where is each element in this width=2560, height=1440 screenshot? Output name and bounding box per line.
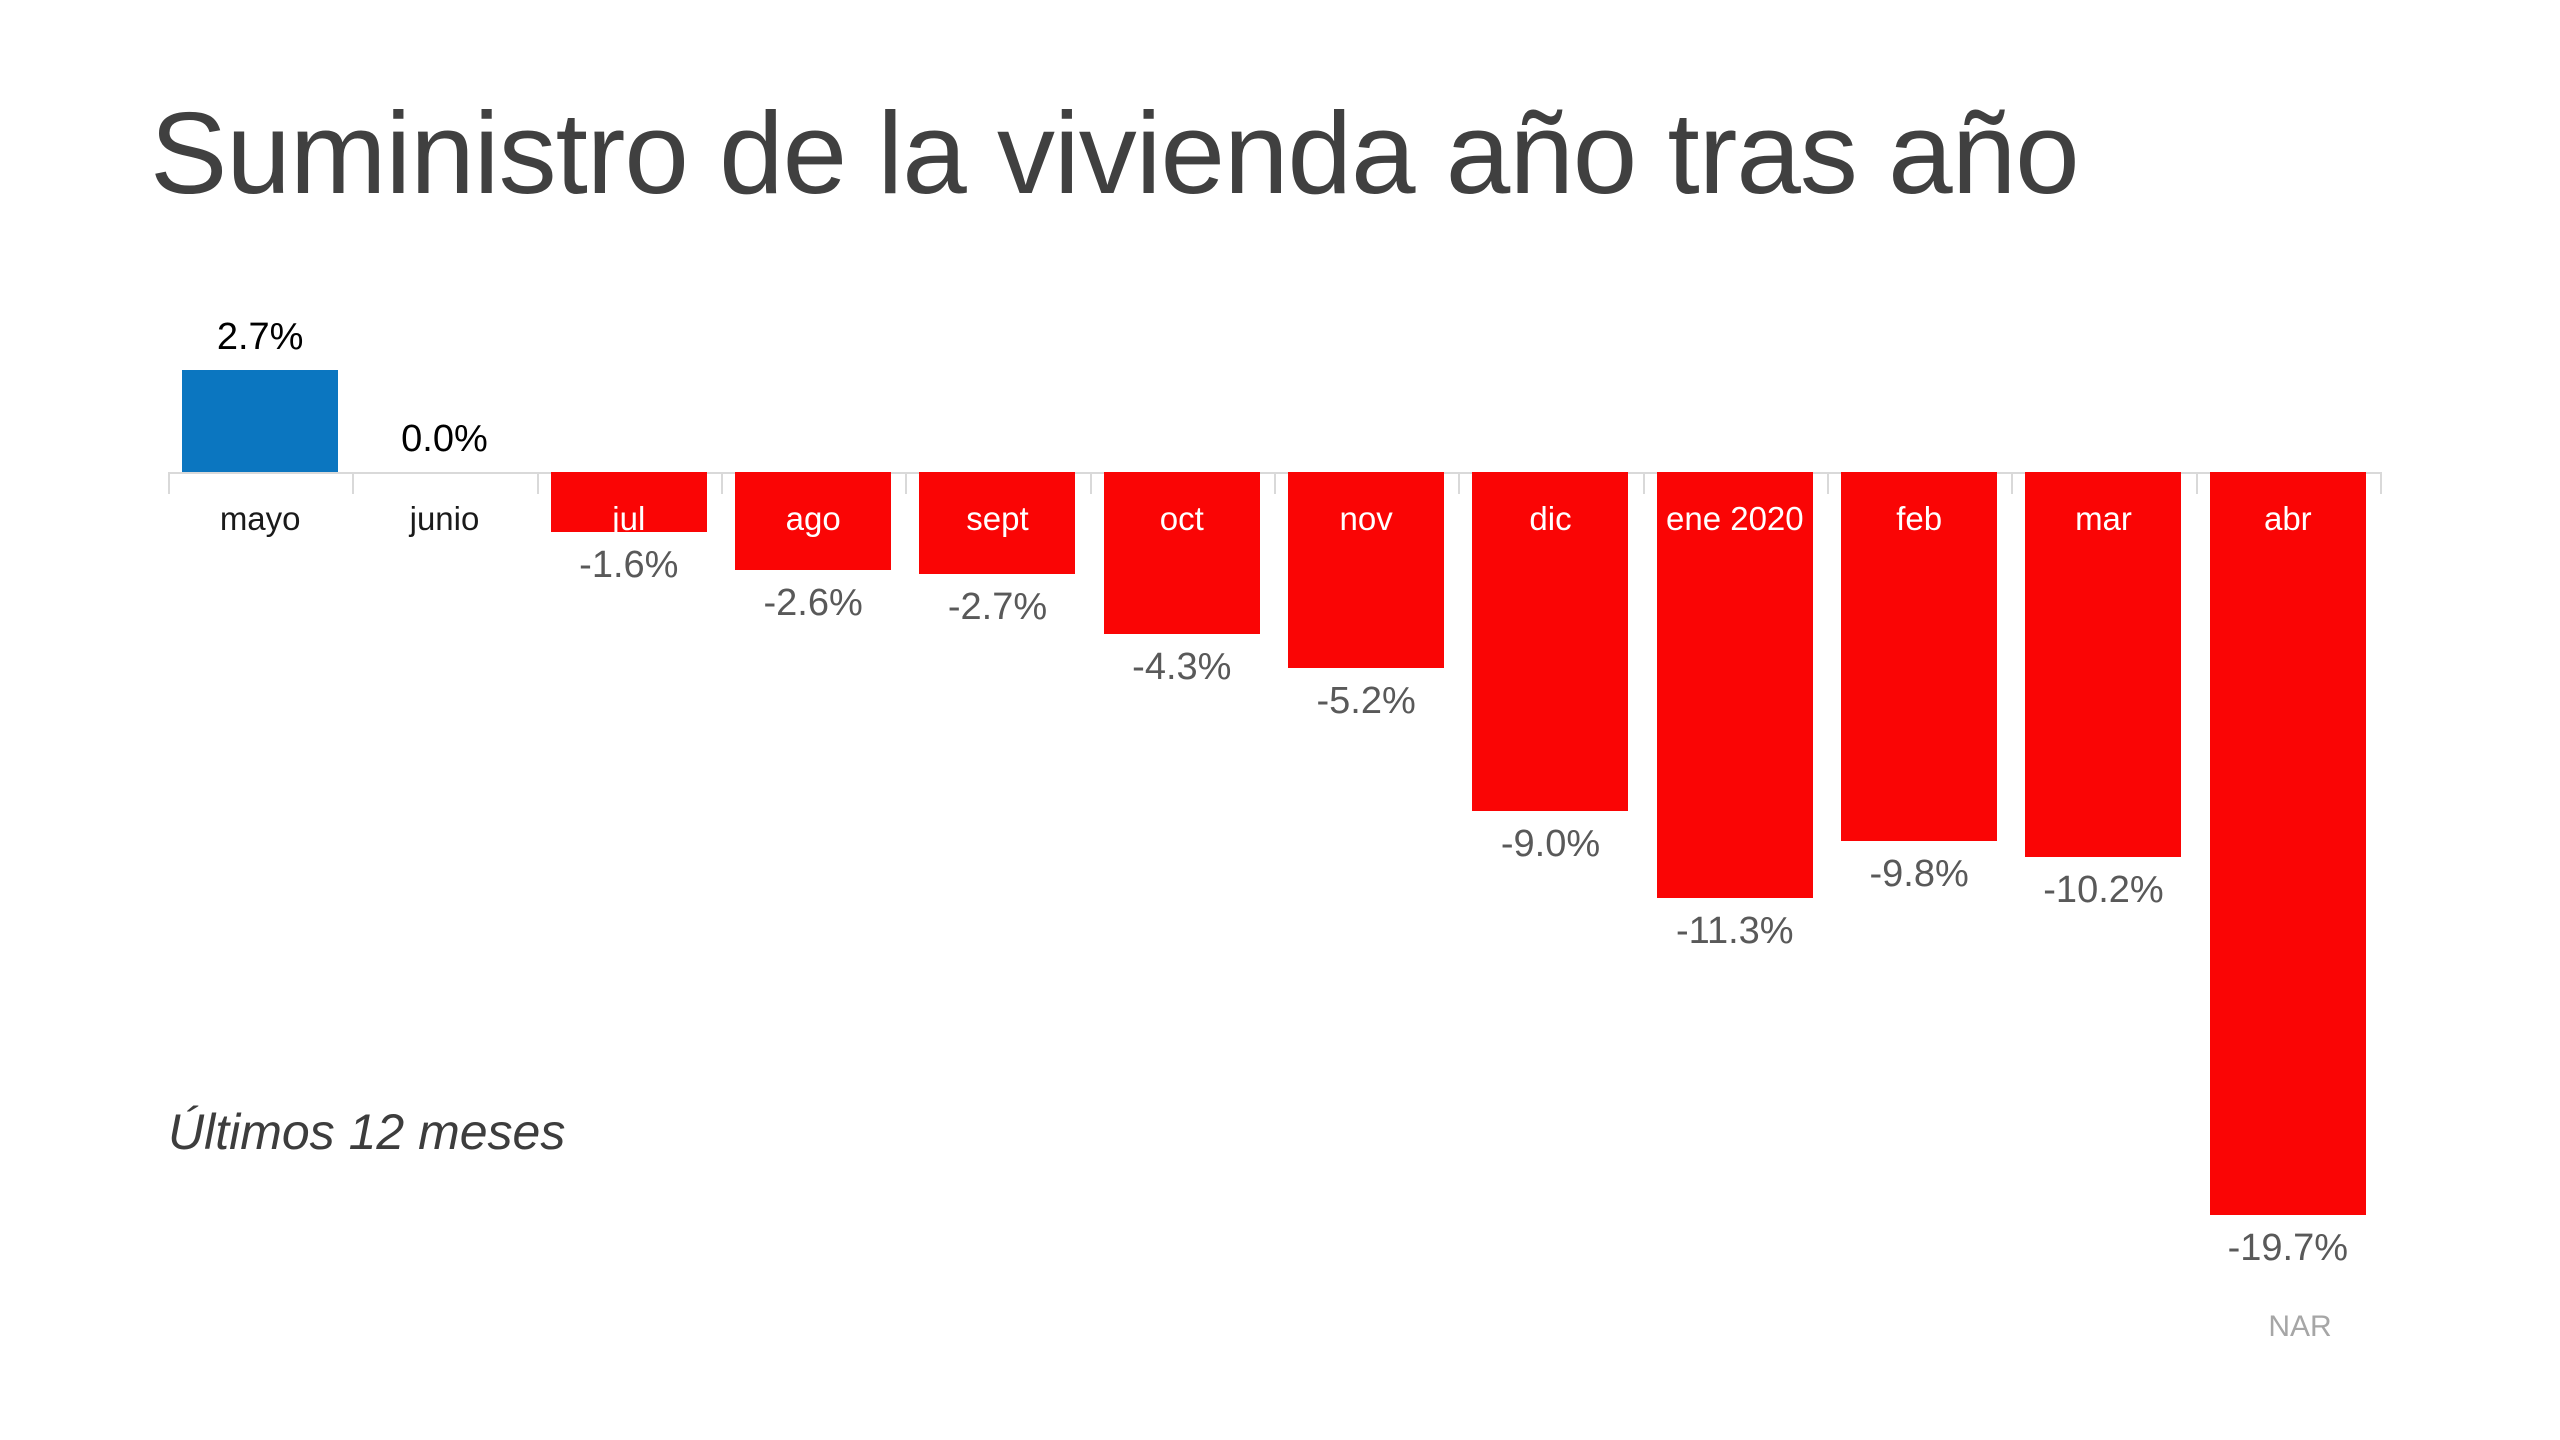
bar-feb[interactable]: [1841, 472, 1998, 842]
bar-category-label: feb: [1896, 500, 1943, 537]
chart-subnote: Últimos 12 meses: [168, 1104, 566, 1160]
axis-tick: [2011, 472, 2014, 494]
bar-value-label: -1.6%: [579, 544, 679, 587]
bar-sept[interactable]: [919, 472, 1076, 574]
bar-mar[interactable]: [2025, 472, 2182, 857]
bar-abr[interactable]: [2209, 472, 2366, 1215]
bar-nov[interactable]: [1288, 472, 1445, 669]
axis-tick: [352, 472, 355, 494]
axis-tick: [1827, 472, 1829, 494]
bar-category-label: sept: [966, 500, 1029, 537]
bar-dic[interactable]: [1472, 472, 1629, 812]
axis-tick: [1274, 472, 1276, 494]
bar-jul[interactable]: [550, 472, 707, 533]
bar-ago[interactable]: [735, 472, 892, 571]
bar-category-label: nov: [1339, 500, 1393, 537]
bar-category-label: junio: [409, 500, 480, 537]
bar-value-label: 2.7%: [216, 316, 304, 359]
bar-value-label: -11.3%: [1676, 910, 1794, 952]
bar-slot[interactable]: ago -2.6%: [721, 300, 905, 1260]
bar-value-label: -4.3%: [1132, 646, 1232, 689]
axis-tick: [2380, 472, 2382, 494]
bar-category-label: ago: [785, 500, 841, 537]
bar-slot[interactable]: sept -2.7%: [905, 300, 1089, 1260]
bar-slot[interactable]: mar -10.2%: [2011, 300, 2195, 1260]
bar-ene-2020[interactable]: [1656, 472, 1813, 898]
bar-oct[interactable]: [1103, 472, 1260, 635]
bar-slot[interactable]: feb -9.8%: [1827, 300, 2011, 1260]
bar-category-label: mayo: [219, 500, 301, 537]
bar-value-label: -9.8%: [1869, 853, 1969, 896]
bar-slot[interactable]: nov -5.2%: [1274, 300, 1458, 1260]
bar-category-label: abr: [2263, 500, 2312, 537]
bar-value-label: -9.0%: [1500, 823, 1601, 866]
page-title: Suministro de la vivienda año tras año: [150, 88, 2080, 218]
axis-tick: [168, 472, 170, 494]
axis-tick: [1458, 472, 1461, 494]
axis-tick: [1089, 472, 1092, 494]
bar-slot[interactable]: ene 2020 -11.3%: [1643, 300, 1827, 1260]
axis-tick: [1642, 472, 1645, 494]
bar-slot[interactable]: jul -1.6%: [537, 300, 721, 1260]
bar-value-label: 0.0%: [401, 418, 488, 460]
bar-slot[interactable]: abr -19.7%: [2196, 300, 2380, 1267]
bar-value-label: -5.2%: [1316, 680, 1416, 723]
bar-value-label: -2.7%: [947, 585, 1048, 628]
bar-category-label: mar: [2075, 500, 2132, 537]
bar-value-label: -19.7%: [2227, 1226, 2349, 1269]
axis-tick: [2195, 472, 2198, 494]
source-attribution: NAR: [2268, 1310, 2332, 1343]
bar-category-label: dic: [1529, 500, 1572, 537]
axis-tick: [905, 472, 908, 494]
bar-category-label: ene 2020: [1666, 500, 1804, 537]
bar-value-label: -10.2%: [2043, 868, 2164, 911]
bar-category-label: oct: [1159, 500, 1204, 537]
axis-tick: [536, 472, 539, 494]
bar-slot[interactable]: mayo 2.7%: [168, 300, 352, 1260]
bar-category-label: jul: [612, 500, 646, 537]
bar-slot[interactable]: oct -4.3%: [1090, 300, 1274, 1260]
bar-chart-plot-area: mayo 2.7% junio 0.0% jul -1.6% ago -2.6% sept -2.…: [168, 300, 2382, 1267]
bar-slot[interactable]: junio 0.0%: [352, 300, 536, 1260]
bar-mayo[interactable]: [182, 370, 339, 472]
bar-value-label: -2.6%: [763, 582, 863, 625]
axis-tick: [721, 472, 723, 494]
bar-slot[interactable]: dic -9.0%: [1458, 300, 1642, 1260]
